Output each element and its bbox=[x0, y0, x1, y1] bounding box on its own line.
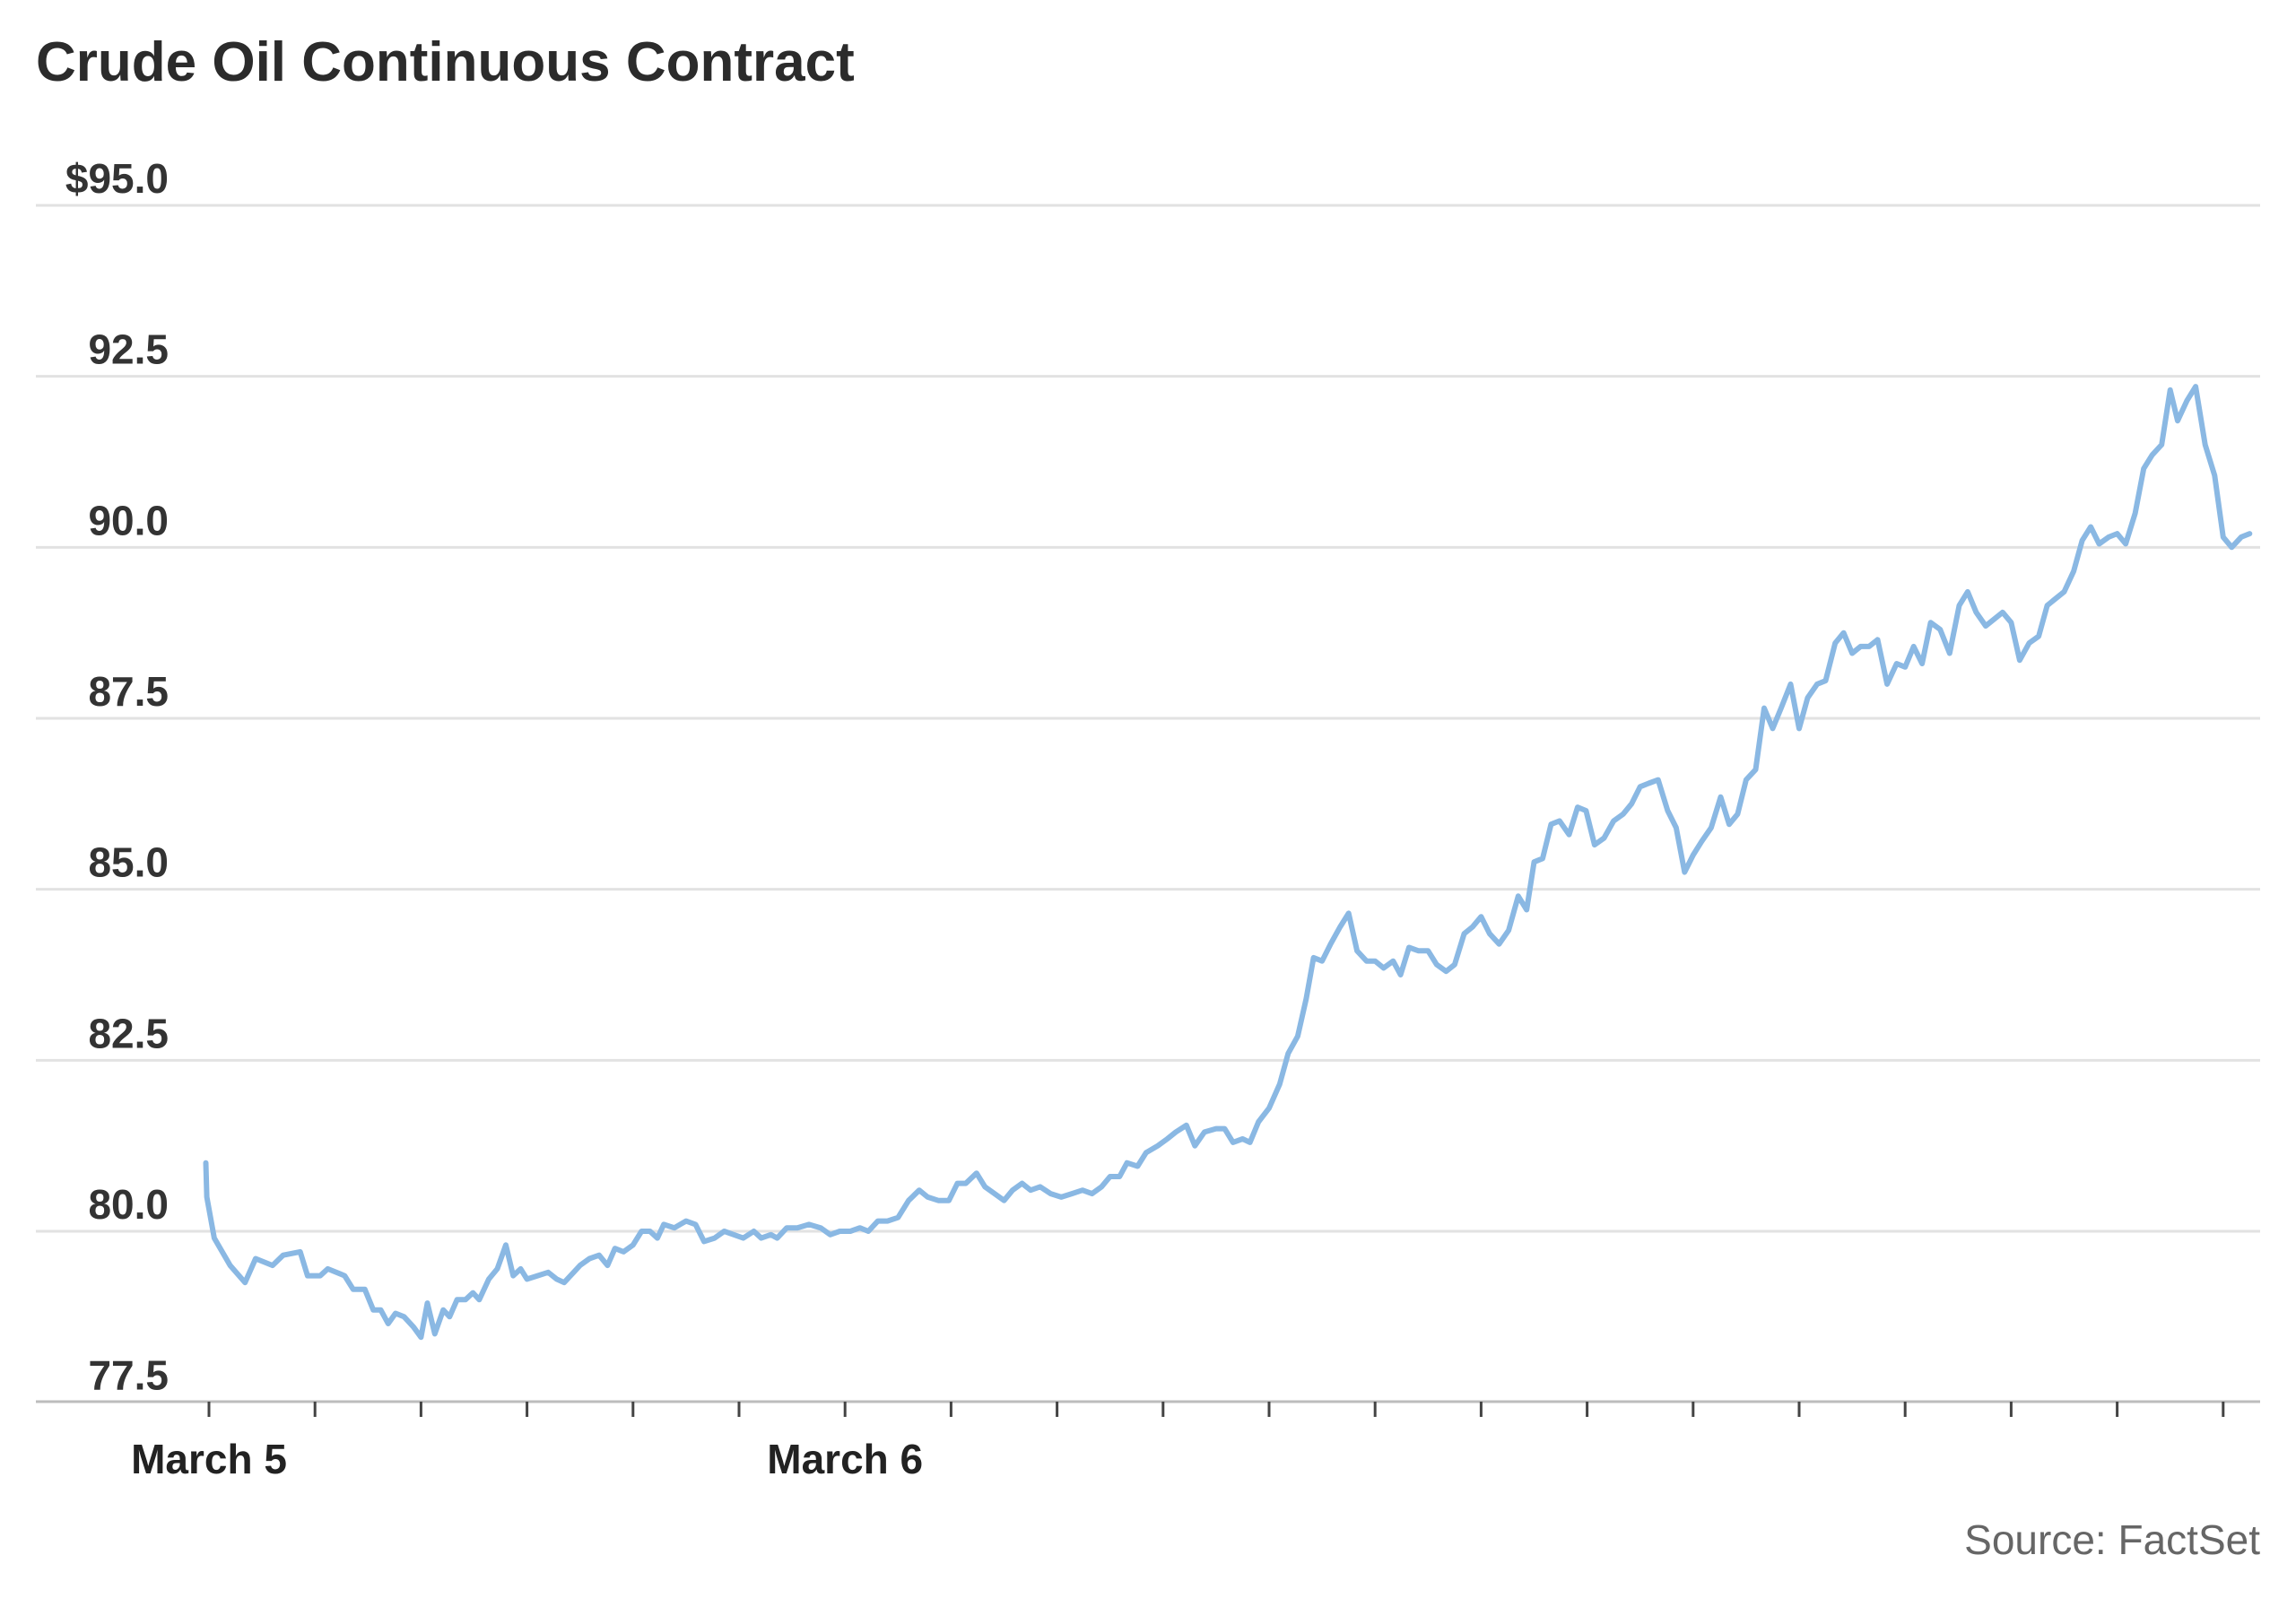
x-axis-ticks bbox=[207, 1402, 2225, 1417]
x-tick-label: March 6 bbox=[767, 1436, 923, 1482]
y-tick-label: 92.5 bbox=[88, 326, 169, 373]
y-tick-label: 82.5 bbox=[88, 1010, 169, 1056]
series-layer bbox=[203, 384, 2253, 1341]
y-axis-labels: $95.0 92.5 90.0 87.5 85.0 82.5 80.0 77.5 bbox=[65, 155, 169, 1399]
x-axis-labels: March 5 March 6 bbox=[131, 1436, 923, 1482]
x-tick-label: March 5 bbox=[131, 1436, 287, 1482]
y-tick-label: 80.0 bbox=[88, 1181, 169, 1228]
y-tick-label: $95.0 bbox=[65, 155, 169, 202]
y-tick-label: 85.0 bbox=[88, 839, 169, 886]
y-tick-label: 77.5 bbox=[88, 1352, 169, 1399]
y-tick-label: 90.0 bbox=[88, 497, 169, 543]
gridlines bbox=[36, 204, 2260, 1233]
source-note: Source: FactSet bbox=[1964, 1516, 2260, 1563]
series-line-0 bbox=[203, 384, 2253, 1341]
y-tick-label: 87.5 bbox=[88, 668, 169, 715]
chart-title: Crude Oil Continuous Contract bbox=[36, 31, 855, 93]
